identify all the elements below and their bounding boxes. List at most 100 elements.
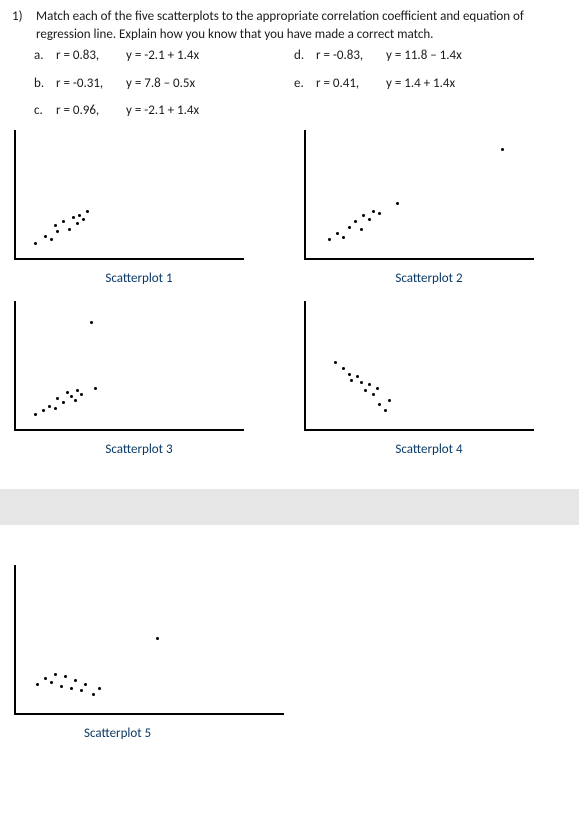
plot-axes	[14, 130, 244, 260]
data-point	[372, 210, 375, 213]
option-r: r = -0.31,	[56, 75, 118, 93]
option-b: b. r = -0.31, y = 7.8 – 0.5x	[34, 75, 294, 93]
data-point	[98, 687, 101, 690]
option-a: a. r = 0.83, y = -2.1 + 1.4x	[34, 47, 294, 65]
option-r: r = 0.96,	[56, 102, 118, 120]
data-point	[376, 387, 379, 390]
data-point	[76, 389, 79, 392]
scatterplot-4: Scatterplot 4	[304, 301, 554, 459]
data-point	[388, 399, 391, 402]
data-point	[56, 230, 59, 233]
data-point	[84, 683, 87, 686]
data-point	[360, 381, 363, 384]
options-grid: a. r = 0.83, y = -2.1 + 1.4x d. r = -0.8…	[34, 47, 567, 120]
plot-axes	[14, 301, 244, 431]
page-divider	[0, 489, 579, 525]
option-r: r = 0.41,	[316, 75, 378, 93]
data-point	[34, 413, 37, 416]
data-point	[356, 375, 359, 378]
data-point	[90, 321, 93, 324]
plot-caption: Scatterplot 4	[304, 441, 554, 459]
question-text: Match each of the five scatterplots to t…	[36, 8, 567, 43]
data-point	[396, 202, 399, 205]
option-letter: a.	[34, 47, 48, 65]
data-point	[94, 387, 97, 390]
data-point	[34, 242, 37, 245]
plots-grid: Scatterplot 1 Scatterplot 2 Scatterplot …	[14, 130, 567, 459]
data-point	[336, 232, 339, 235]
data-point	[44, 677, 47, 680]
data-point	[50, 238, 53, 241]
data-point	[74, 679, 77, 682]
data-point	[342, 367, 345, 370]
data-point	[54, 407, 57, 410]
scatterplot-5: Scatterplot 5	[14, 565, 567, 743]
data-point	[72, 216, 75, 219]
data-point	[348, 373, 351, 376]
data-point	[372, 393, 375, 396]
data-point	[80, 393, 83, 396]
option-eq: y = 11.8 – 1.4x	[386, 47, 462, 65]
data-point	[70, 687, 73, 690]
data-point	[80, 689, 83, 692]
data-point	[334, 361, 337, 364]
option-eq: y = -2.1 + 1.4x	[126, 47, 199, 65]
data-point	[348, 226, 351, 229]
scatterplot-2: Scatterplot 2	[304, 130, 554, 288]
data-point	[92, 693, 95, 696]
question-line2: regression line. Explain how you know th…	[36, 27, 433, 42]
scatterplot-1: Scatterplot 1	[14, 130, 264, 288]
data-point	[66, 391, 69, 394]
plot-axes	[14, 565, 284, 715]
data-point	[78, 214, 81, 217]
data-point	[42, 409, 45, 412]
data-point	[501, 148, 504, 151]
data-point	[54, 673, 57, 676]
plot-caption: Scatterplot 1	[14, 270, 264, 288]
data-point	[36, 683, 39, 686]
option-eq: y = 1.4 + 1.4x	[386, 75, 455, 93]
option-e: e. r = 0.41, y = 1.4 + 1.4x	[294, 75, 554, 93]
data-point	[362, 214, 365, 217]
question-line1: Match each of the five scatterplots to t…	[36, 9, 524, 24]
data-point	[48, 405, 51, 408]
data-point	[54, 224, 57, 227]
option-letter: b.	[34, 75, 48, 93]
option-letter: c.	[34, 102, 48, 120]
data-point	[368, 383, 371, 386]
data-point	[378, 212, 381, 215]
option-r: r = 0.83,	[56, 47, 118, 65]
plot-caption: Scatterplot 2	[304, 270, 554, 288]
question-header: 1) Match each of the five scatterplots t…	[12, 8, 567, 43]
data-point	[68, 228, 71, 231]
data-point	[368, 218, 371, 221]
data-point	[74, 399, 77, 402]
plot-axes	[304, 130, 534, 260]
plot-caption: Scatterplot 3	[14, 441, 264, 459]
option-c: c. r = 0.96, y = -2.1 + 1.4x	[34, 102, 294, 120]
data-point	[70, 395, 73, 398]
data-point	[62, 220, 65, 223]
data-point	[350, 379, 353, 382]
data-point	[360, 228, 363, 231]
option-d: d. r = -0.83, y = 11.8 – 1.4x	[294, 47, 554, 65]
data-point	[56, 397, 59, 400]
data-point	[60, 685, 63, 688]
data-point	[50, 681, 53, 684]
data-point	[64, 675, 67, 678]
scatterplot-3: Scatterplot 3	[14, 301, 264, 459]
data-point	[354, 220, 357, 223]
option-r: r = -0.83,	[316, 47, 378, 65]
data-point	[156, 637, 159, 640]
data-point	[364, 389, 367, 392]
data-point	[378, 403, 381, 406]
data-point	[62, 401, 65, 404]
data-point	[86, 210, 89, 213]
option-eq: y = 7.8 – 0.5x	[126, 75, 195, 93]
data-point	[384, 409, 387, 412]
plot-axes	[304, 301, 534, 431]
plot-caption: Scatterplot 5	[84, 725, 567, 743]
data-point	[342, 236, 345, 239]
option-letter: d.	[294, 47, 308, 65]
option-eq: y = -2.1 + 1.4x	[126, 102, 199, 120]
